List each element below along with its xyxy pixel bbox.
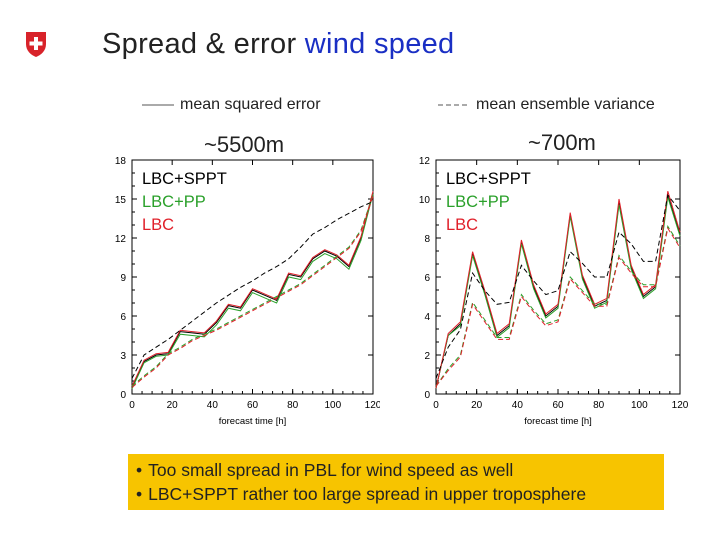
- y-tick-label: 12: [115, 234, 127, 245]
- x-tick-label: 100: [324, 400, 341, 411]
- series-label: LBC+PP: [142, 193, 206, 211]
- y-tick-label: 15: [115, 195, 127, 206]
- series-line-lbc-pp-solid: [435, 196, 681, 389]
- x-tick-label: 40: [207, 400, 219, 411]
- y-tick-label: 18: [115, 156, 127, 167]
- series-line-lbc-sppt-dashed: [435, 193, 681, 379]
- y-tick-label: 6: [424, 273, 430, 284]
- title-accent: wind speed: [304, 28, 455, 60]
- legend-solid: mean squared error: [142, 96, 321, 114]
- y-tick-label: 6: [120, 312, 126, 323]
- y-tick-label: 10: [419, 195, 431, 206]
- title-prefix: Spread & error: [102, 28, 297, 60]
- y-tick-label: 0: [120, 390, 126, 401]
- summary-point: Too small spread in PBL for wind speed a…: [136, 458, 656, 482]
- y-tick-label: 8: [424, 234, 430, 245]
- series-line-lbc-solid: [435, 191, 681, 389]
- x-tick-label: 60: [247, 400, 259, 411]
- y-tick-label: 9: [120, 273, 126, 284]
- y-tick-label: 0: [424, 390, 430, 401]
- page-title: Spread & error wind speed: [102, 28, 454, 61]
- x-tick-label: 100: [631, 400, 648, 411]
- legend-dashed: mean ensemble variance: [438, 96, 655, 114]
- series-label: LBC: [446, 216, 478, 234]
- swiss-shield-logo: [26, 32, 46, 57]
- x-tick-label: 0: [129, 400, 135, 411]
- series-line-lbc-sppt-solid: [131, 192, 374, 388]
- legend-solid-label: mean squared error: [180, 96, 321, 113]
- y-tick-label: 2: [424, 351, 430, 362]
- left-panel-title: ~5500m: [204, 132, 285, 157]
- y-tick-label: 3: [120, 351, 126, 362]
- solid-line-icon: [142, 104, 174, 106]
- summary-point: LBC+SPPT rather too large spread in uppe…: [136, 482, 656, 506]
- series-line-lbc-dashed: [131, 196, 374, 388]
- dashed-line-icon: [438, 104, 470, 106]
- x-tick-label: 120: [672, 400, 688, 411]
- legend-dashed-label: mean ensemble variance: [476, 96, 655, 113]
- x-tick-label: 20: [167, 400, 179, 411]
- series-line-lbc-pp-dashed: [435, 224, 681, 387]
- series-label: LBC+SPPT: [142, 170, 227, 188]
- series-line-lbc-solid: [131, 191, 374, 387]
- y-tick-label: 4: [424, 312, 430, 323]
- x-tick-label: 40: [512, 400, 524, 411]
- series-label: LBC: [142, 216, 174, 234]
- x-axis-label: forecast time [h]: [219, 416, 287, 427]
- series-line-lbc-dashed: [435, 226, 681, 387]
- series-line-lbc-sppt-dashed: [131, 201, 374, 379]
- series-line-lbc-pp-solid: [131, 193, 374, 390]
- x-tick-label: 0: [433, 400, 439, 411]
- x-tick-label: 120: [365, 400, 380, 411]
- x-tick-label: 20: [471, 400, 483, 411]
- series-line-lbc-pp-dashed: [131, 194, 374, 387]
- chart-5500m: 0 3 6 9 12 15 18 0 20 40 60 80 100 120 forecast time […: [115, 156, 380, 427]
- x-axis-label: forecast time [h]: [524, 416, 592, 427]
- right-panel-title: ~700m: [528, 130, 596, 155]
- series-label: LBC+PP: [446, 193, 510, 211]
- x-tick-label: 60: [552, 400, 564, 411]
- x-tick-label: 80: [287, 400, 299, 411]
- series-label: LBC+SPPT: [446, 170, 531, 188]
- summary-box: Too small spread in PBL for wind speed a…: [128, 454, 664, 510]
- x-tick-label: 80: [593, 400, 605, 411]
- y-tick-label: 12: [419, 156, 431, 167]
